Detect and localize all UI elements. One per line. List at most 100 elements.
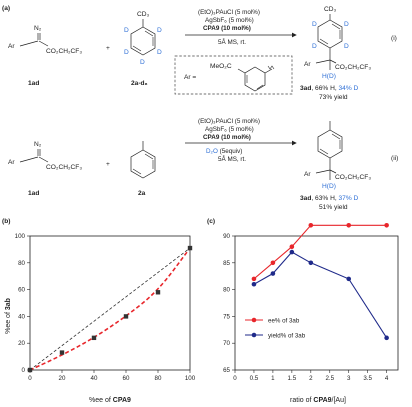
chart-b: 0 20 40 60 80 100 0 20 40 60 80 100 xyxy=(15,233,196,382)
x-tick-label: 1.5 xyxy=(288,375,297,382)
data-point xyxy=(308,222,314,228)
diazo-reagent-ii: N₂ Ar CO₂CH₂CF₃ 1ad xyxy=(8,141,82,197)
n2-label: N₂ xyxy=(34,25,42,32)
y-tick-label: 75 xyxy=(223,313,230,320)
d-atom: D xyxy=(157,27,162,34)
condition-ms: 5Å MS, rt. xyxy=(218,37,246,46)
compound-id-1ad: 1ad xyxy=(28,80,39,87)
product-yield-line: 3ad, 66% H, 34% D xyxy=(300,85,359,92)
plus-sign: + xyxy=(106,45,110,52)
chart-b-frame xyxy=(29,235,191,371)
ar-label: Ar xyxy=(304,171,311,178)
x-tick-label: 0.5 xyxy=(250,375,259,382)
y-tick-label: 40 xyxy=(18,313,25,320)
product-3ad-i: CD₃ D D D D Ar CO₂CH₂CF₃ H(D) 3ad, 66% H… xyxy=(300,6,371,101)
chart-b-ylabel: %ee of 3ab xyxy=(5,298,12,334)
d-atom: D xyxy=(344,43,349,50)
reaction-i: N₂ Ar CO₂CH₂CF₃ 1ad + CD₃ D D D xyxy=(8,6,397,101)
ar-label: Ar xyxy=(8,43,15,50)
y-tick-label: 60 xyxy=(18,287,25,294)
data-point xyxy=(289,244,295,250)
x-tick-label: 0 xyxy=(28,375,32,382)
d-atom: D xyxy=(140,59,145,66)
data-point xyxy=(384,222,389,228)
data-point xyxy=(59,350,65,355)
legend-label: ee% of 3ab xyxy=(268,317,300,324)
series-line xyxy=(253,224,387,280)
product-yield-line: 3ad, 63% H, 37% D xyxy=(300,195,359,202)
data-point xyxy=(91,335,97,341)
ester-label: CO₂CH₂CF₃ xyxy=(46,164,82,171)
ar-label: Ar xyxy=(304,61,311,68)
product-yield: 73% yield xyxy=(319,94,348,101)
ester-label: CO₂CH₂CF₃ xyxy=(335,64,371,71)
condition-catalyst: (EtO)₃PAuCl (5 mol%) xyxy=(198,9,260,16)
data-point xyxy=(289,249,295,255)
condition-d2o: D₂O (5equiv) xyxy=(206,148,242,155)
panel-b-label: (b) xyxy=(2,218,10,225)
data-point xyxy=(251,276,257,282)
data-point xyxy=(123,314,129,319)
y-tick-label: 85 xyxy=(223,260,230,267)
data-point xyxy=(155,290,161,295)
x-tick-label: 2 xyxy=(309,375,313,382)
d-atom: D xyxy=(157,49,162,56)
reaction-tag-ii: (ii) xyxy=(391,155,398,162)
x-tick-label: 40 xyxy=(91,375,98,382)
legend-label: yield% of 3ab xyxy=(268,332,306,339)
x-tick-label: 0 xyxy=(233,375,237,382)
x-tick-label: 80 xyxy=(155,375,162,382)
d-atom: D xyxy=(124,27,129,34)
diazo-reagent-i: N₂ Ar CO₂CH₂CF₃ 1ad xyxy=(8,25,82,87)
h-d-label: H(D) xyxy=(322,183,336,190)
panel-c-label: (c) xyxy=(207,218,215,225)
ar-definition-box: Ar = MeO₂C xyxy=(174,55,293,95)
plus-sign: + xyxy=(106,161,110,168)
condition-cpa: CPA9 (10 mol%) xyxy=(203,25,251,32)
product-yield: 51% yield xyxy=(319,204,348,211)
y-tick-label: 80 xyxy=(18,260,25,267)
data-point xyxy=(270,271,276,276)
panel-b: (b) 0 20 40 60 80 100 0 20 40 60 80 100 %ee of CPA9… xyxy=(2,218,196,404)
x-tick-label: 3 xyxy=(347,375,351,382)
y-tick-label: 80 xyxy=(223,287,230,294)
d-atom: D xyxy=(344,21,349,28)
chart-c-xlabel: ratio of CPA9/[Au] xyxy=(290,397,346,404)
condition-cpa: CPA9 (10 mol%) xyxy=(203,134,251,141)
x-tick-label: 3.5 xyxy=(363,375,372,382)
panel-a-label: (a) xyxy=(2,5,10,12)
arene-2a: 2a xyxy=(130,141,156,197)
ester-label: CO₂CH₂CF₃ xyxy=(335,174,371,181)
x-tick-label: 20 xyxy=(59,375,66,382)
panel-a: (a) N₂ Ar CO₂CH₂CF₃ 1ad + xyxy=(2,5,398,211)
meo2c-label: MeO₂C xyxy=(210,63,232,70)
reaction-ii: N₂ Ar CO₂CH₂CF₃ 1ad + 2a (EtO)₃PAuCl (5 … xyxy=(8,118,398,211)
reaction-tag-i: (i) xyxy=(391,35,397,42)
legend-marker xyxy=(251,332,257,338)
legend-marker xyxy=(251,317,257,323)
condition-silver: AgSbF₆ (5 mol%) xyxy=(205,17,254,24)
chart-b-xlabel: %ee of CPA9 xyxy=(89,397,131,404)
data-point xyxy=(346,222,352,228)
y-tick-label: 0 xyxy=(22,367,26,374)
ester-label: CO₂CH₂CF₃ xyxy=(46,48,82,55)
compound-id-1ad: 1ad xyxy=(28,190,39,197)
x-tick-label: 4 xyxy=(385,375,389,382)
data-point xyxy=(270,260,276,266)
x-tick-label: 60 xyxy=(123,375,130,382)
series-line xyxy=(253,251,388,339)
compound-id-2a: 2a xyxy=(138,190,146,197)
condition-silver: AgSbF₆ (5 mol%) xyxy=(205,126,254,133)
cd3-label: CD₃ xyxy=(324,6,337,13)
cd3-label: CD₃ xyxy=(137,11,150,18)
panel-c: (c) 0 0.5 1 1.5 2 2.5 3 3.5 4 65 70 75 80 85 90 ee% of … xyxy=(207,218,399,404)
y-tick-label: 65 xyxy=(223,367,230,374)
chart-c-frame xyxy=(234,235,399,371)
data-point xyxy=(187,245,193,251)
data-point xyxy=(251,281,257,287)
d-atom: D xyxy=(312,43,317,50)
x-tick-label: 1 xyxy=(271,375,275,382)
data-point xyxy=(346,276,352,282)
n2-label: N₂ xyxy=(34,141,42,148)
